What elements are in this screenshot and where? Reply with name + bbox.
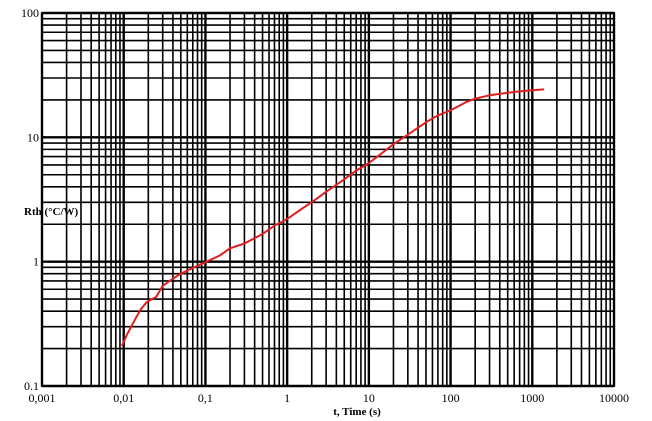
x-tick-labels: 0,001 0,01 0,1 1 10 100 1000 10000: [29, 391, 630, 405]
y-tick-label: 10: [27, 130, 39, 144]
x-tick-label: 0,001: [29, 391, 56, 405]
x-axis-label: t, Time (s): [333, 406, 381, 418]
x-tick-label: 100: [442, 391, 460, 405]
y-axis-label: Rth (°C/W): [24, 206, 79, 218]
grid-minor-y: [42, 17, 614, 350]
y-tick-label: 1: [33, 255, 39, 269]
x-tick-label: 1: [284, 391, 290, 405]
x-tick-label: 1000: [520, 391, 544, 405]
y-tick-label: 100: [21, 6, 39, 20]
series-line: [120, 88, 545, 347]
y-tick-labels: 0.1 1 10 100: [21, 6, 39, 393]
x-tick-label: 0,01: [113, 391, 134, 405]
y-tick-label: 0.1: [24, 379, 39, 393]
grid-minor-x: [65, 13, 612, 386]
plot-frame: [41, 12, 615, 387]
x-tick-label: 10000: [599, 391, 629, 405]
x-tick-label: 10: [363, 391, 375, 405]
x-tick-label: 0,1: [198, 391, 213, 405]
